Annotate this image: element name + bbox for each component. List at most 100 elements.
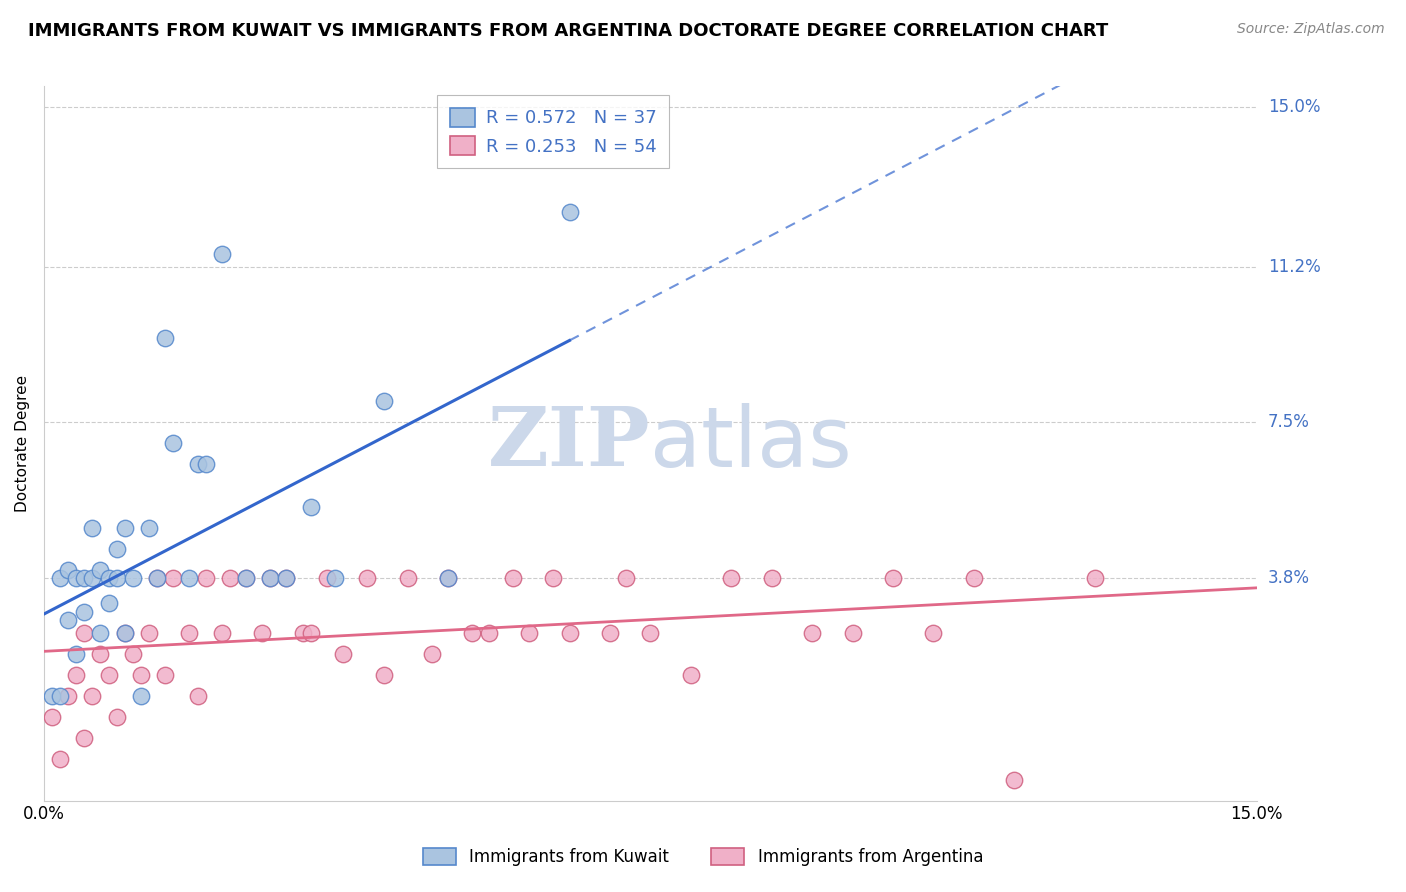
Point — [235, 571, 257, 585]
Point — [252, 625, 274, 640]
Point — [1084, 571, 1107, 585]
Point — [211, 247, 233, 261]
Point — [679, 667, 702, 681]
Point — [194, 571, 217, 585]
Point — [146, 571, 169, 585]
Point — [73, 571, 96, 585]
Point — [373, 394, 395, 409]
Point — [299, 500, 322, 514]
Point — [162, 571, 184, 585]
Point — [138, 520, 160, 534]
Point — [179, 571, 201, 585]
Point — [922, 625, 945, 640]
Point — [502, 571, 524, 585]
Point — [146, 571, 169, 585]
Point — [801, 625, 824, 640]
Point — [97, 667, 120, 681]
Text: 11.2%: 11.2% — [1268, 258, 1320, 276]
Point — [121, 571, 143, 585]
Point — [89, 647, 111, 661]
Legend: R = 0.572   N = 37, R = 0.253   N = 54: R = 0.572 N = 37, R = 0.253 N = 54 — [437, 95, 669, 169]
Text: 7.5%: 7.5% — [1268, 414, 1310, 432]
Point — [517, 625, 540, 640]
Point — [56, 613, 79, 627]
Y-axis label: Doctorate Degree: Doctorate Degree — [15, 375, 30, 512]
Text: 15.0%: 15.0% — [1268, 98, 1320, 116]
Point — [114, 625, 136, 640]
Point — [49, 689, 72, 703]
Point — [543, 571, 565, 585]
Point — [186, 458, 208, 472]
Point — [41, 689, 63, 703]
Point — [963, 571, 986, 585]
Point — [599, 625, 621, 640]
Point — [259, 571, 281, 585]
Point — [276, 571, 298, 585]
Point — [105, 709, 128, 723]
Point — [396, 571, 419, 585]
Point — [153, 667, 176, 681]
Point — [558, 625, 581, 640]
Point — [82, 689, 104, 703]
Point — [49, 571, 72, 585]
Text: ZIP: ZIP — [488, 403, 651, 483]
Point — [114, 520, 136, 534]
Point — [211, 625, 233, 640]
Point — [73, 605, 96, 619]
Point — [56, 562, 79, 576]
Point — [276, 571, 298, 585]
Point — [235, 571, 257, 585]
Point — [194, 458, 217, 472]
Point — [437, 571, 460, 585]
Point — [882, 571, 904, 585]
Point — [49, 751, 72, 765]
Point — [65, 571, 87, 585]
Point — [437, 571, 460, 585]
Point — [129, 689, 152, 703]
Point — [461, 625, 484, 640]
Point — [332, 647, 354, 661]
Point — [179, 625, 201, 640]
Point — [218, 571, 240, 585]
Point — [97, 571, 120, 585]
Point — [82, 520, 104, 534]
Point — [114, 625, 136, 640]
Point — [720, 571, 742, 585]
Point — [420, 647, 443, 661]
Point — [65, 647, 87, 661]
Text: IMMIGRANTS FROM KUWAIT VS IMMIGRANTS FROM ARGENTINA DOCTORATE DEGREE CORRELATION: IMMIGRANTS FROM KUWAIT VS IMMIGRANTS FRO… — [28, 22, 1108, 40]
Point — [761, 571, 783, 585]
Point — [82, 571, 104, 585]
Point — [162, 436, 184, 450]
Point — [1002, 772, 1025, 787]
Point — [841, 625, 863, 640]
Point — [97, 596, 120, 610]
Point — [558, 205, 581, 219]
Point — [89, 625, 111, 640]
Legend: Immigrants from Kuwait, Immigrants from Argentina: Immigrants from Kuwait, Immigrants from … — [415, 840, 991, 875]
Point — [89, 562, 111, 576]
Point — [373, 667, 395, 681]
Point — [299, 625, 322, 640]
Point — [56, 689, 79, 703]
Point — [478, 625, 501, 640]
Point — [121, 647, 143, 661]
Point — [259, 571, 281, 585]
Point — [640, 625, 662, 640]
Point — [356, 571, 378, 585]
Point — [323, 571, 346, 585]
Point — [614, 571, 637, 585]
Text: atlas: atlas — [651, 403, 852, 484]
Point — [105, 571, 128, 585]
Text: Source: ZipAtlas.com: Source: ZipAtlas.com — [1237, 22, 1385, 37]
Point — [105, 541, 128, 556]
Point — [65, 667, 87, 681]
Point — [73, 731, 96, 745]
Point — [153, 331, 176, 345]
Point — [291, 625, 314, 640]
Point — [138, 625, 160, 640]
Point — [41, 709, 63, 723]
Point — [73, 625, 96, 640]
Point — [186, 689, 208, 703]
Text: 3.8%: 3.8% — [1268, 569, 1310, 587]
